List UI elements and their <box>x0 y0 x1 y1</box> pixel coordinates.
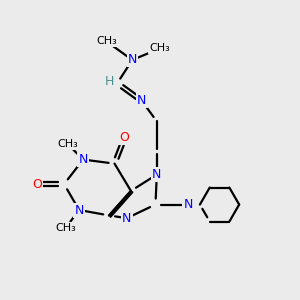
Text: N: N <box>184 198 193 211</box>
Text: N: N <box>137 94 146 107</box>
Text: CH₃: CH₃ <box>96 36 117 46</box>
Text: O: O <box>32 178 42 190</box>
Text: N: N <box>79 153 88 166</box>
Text: CH₃: CH₃ <box>149 43 170 53</box>
Text: CH₃: CH₃ <box>55 223 76 233</box>
Text: N: N <box>122 212 131 225</box>
Text: N: N <box>74 203 84 217</box>
Text: CH₃: CH₃ <box>57 139 78 149</box>
Text: N: N <box>152 168 161 181</box>
Text: H: H <box>104 75 114 88</box>
Text: O: O <box>119 131 129 144</box>
Text: N: N <box>128 53 137 67</box>
